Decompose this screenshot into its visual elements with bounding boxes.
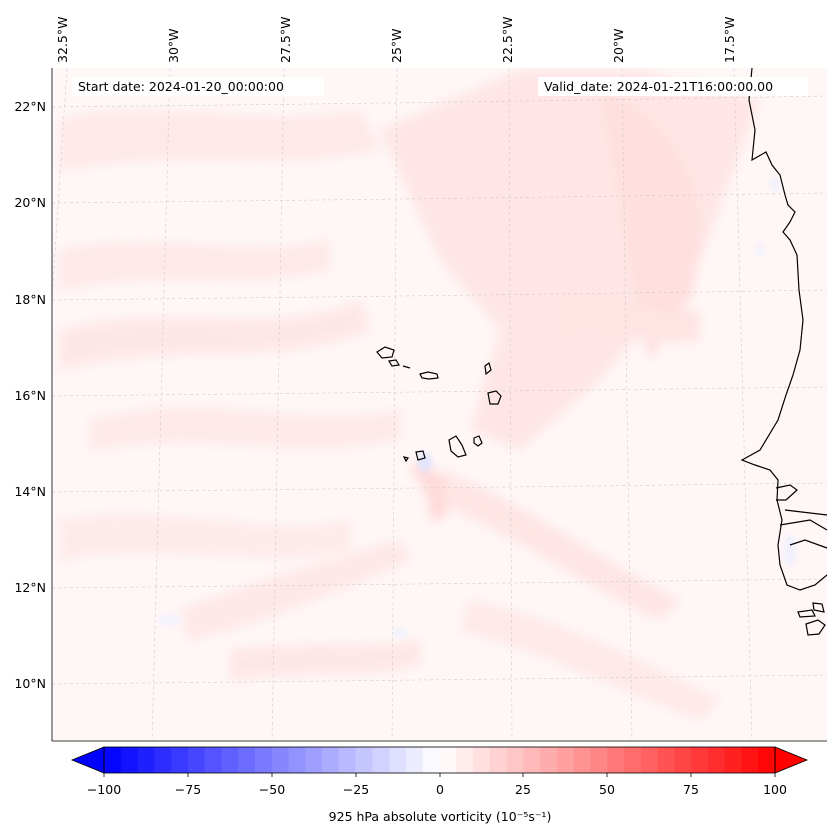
lat-label-12n: 12°N bbox=[14, 580, 46, 595]
colorbar: −100 −75 −50 −25 0 25 50 75 100 925 hPa … bbox=[70, 746, 809, 824]
cb-tick-label: 0 bbox=[436, 782, 444, 797]
lat-label-14n: 14°N bbox=[14, 484, 46, 499]
colorbar-segment bbox=[271, 747, 290, 773]
colorbar-segment bbox=[405, 747, 424, 773]
colorbar-segment bbox=[624, 747, 642, 773]
vorticity-field bbox=[60, 70, 796, 720]
colorbar-segment bbox=[640, 747, 659, 773]
colorbar-high-extend bbox=[774, 746, 809, 774]
colorbar-segment bbox=[389, 747, 407, 773]
colorbar-segment bbox=[187, 747, 206, 773]
coastlines bbox=[376, 67, 828, 636]
colorbar-segment bbox=[707, 747, 726, 773]
colorbar-segment bbox=[171, 747, 189, 773]
lon-label-17-5w: 17.5°W bbox=[722, 17, 737, 63]
cabo-verde-islands bbox=[376, 346, 502, 463]
colorbar-segment bbox=[523, 747, 541, 773]
colorbar-segment bbox=[204, 747, 223, 773]
lat-label-20n: 20°N bbox=[14, 195, 46, 210]
cb-tick-label: −75 bbox=[175, 782, 201, 797]
colorbar-ticks bbox=[103, 773, 776, 777]
west-africa-coastline bbox=[740, 67, 828, 591]
colorbar-segment bbox=[674, 747, 692, 773]
colorbar-segment bbox=[607, 747, 625, 773]
lon-label-27-5w: 27.5°W bbox=[278, 17, 293, 63]
latitude-labels: 22°N 20°N 18°N 16°N 14°N 12°N 10°N bbox=[14, 99, 46, 691]
colorbar-segment bbox=[456, 747, 474, 773]
lat-label-18n: 18°N bbox=[14, 292, 46, 307]
colorbar-segment bbox=[422, 747, 441, 773]
colorbar-segment bbox=[657, 747, 675, 773]
colorbar-segment bbox=[556, 747, 575, 773]
lon-label-22-5w: 22.5°W bbox=[500, 17, 515, 63]
colorbar-segment bbox=[573, 747, 592, 773]
colorbar-segment bbox=[322, 747, 340, 773]
colorbar-low-extend bbox=[70, 746, 105, 774]
lon-label-25w: 25°W bbox=[389, 28, 404, 63]
colorbar-segment bbox=[741, 747, 759, 773]
colorbar-segment bbox=[305, 747, 323, 773]
lat-label-16n: 16°N bbox=[14, 388, 46, 403]
colorbar-segment bbox=[120, 747, 139, 773]
colorbar-segment bbox=[355, 747, 374, 773]
map-panel: Start date: 2024-01-20_00:00:00 Valid_da… bbox=[51, 67, 828, 742]
colorbar-segment bbox=[338, 747, 357, 773]
lat-label-10n: 10°N bbox=[14, 676, 46, 691]
longitude-labels: 32.5°W 30°W 27.5°W 25°W 22.5°W 20°W 17.5… bbox=[55, 17, 737, 63]
lon-label-20w: 20°W bbox=[611, 28, 626, 63]
colorbar-segments bbox=[104, 747, 776, 773]
valid-date-label: Valid_date: 2024-01-21T16:00:00.00 bbox=[544, 79, 773, 94]
cb-tick-label: 25 bbox=[515, 782, 531, 797]
colorbar-segment bbox=[590, 747, 608, 773]
cb-tick-label: −50 bbox=[259, 782, 285, 797]
lat-label-22n: 22°N bbox=[14, 99, 46, 114]
colorbar-segment bbox=[288, 747, 306, 773]
colorbar-segment bbox=[691, 747, 709, 773]
colorbar-segment bbox=[489, 747, 508, 773]
colorbar-segment bbox=[439, 747, 457, 773]
cb-tick-label: 100 bbox=[763, 782, 787, 797]
colorbar-segment bbox=[221, 747, 239, 773]
colorbar-segment bbox=[372, 747, 390, 773]
colorbar-segment bbox=[154, 747, 172, 773]
colorbar-segment bbox=[104, 747, 122, 773]
cb-tick-label: −100 bbox=[87, 782, 121, 797]
colorbar-tick-labels: −100 −75 −50 −25 0 25 50 75 100 bbox=[87, 782, 787, 797]
colorbar-frame bbox=[103, 746, 776, 774]
colorbar-segment bbox=[540, 747, 558, 773]
colorbar-segment bbox=[724, 747, 743, 773]
cb-tick-label: 50 bbox=[599, 782, 615, 797]
start-date-label: Start date: 2024-01-20_00:00:00 bbox=[78, 79, 284, 94]
cb-tick-label: −25 bbox=[343, 782, 369, 797]
colorbar-segment bbox=[473, 747, 491, 773]
graticule bbox=[52, 68, 827, 741]
colorbar-label: 925 hPa absolute vorticity (10⁻⁵s⁻¹) bbox=[329, 809, 552, 824]
colorbar-segment bbox=[506, 747, 524, 773]
colorbar-segment bbox=[758, 747, 776, 773]
lon-label-32-5w: 32.5°W bbox=[55, 17, 70, 63]
lon-label-30w: 30°W bbox=[166, 28, 181, 63]
colorbar-segment bbox=[254, 747, 273, 773]
colorbar-segment bbox=[137, 747, 155, 773]
colorbar-segment bbox=[238, 747, 256, 773]
cb-tick-label: 75 bbox=[683, 782, 699, 797]
